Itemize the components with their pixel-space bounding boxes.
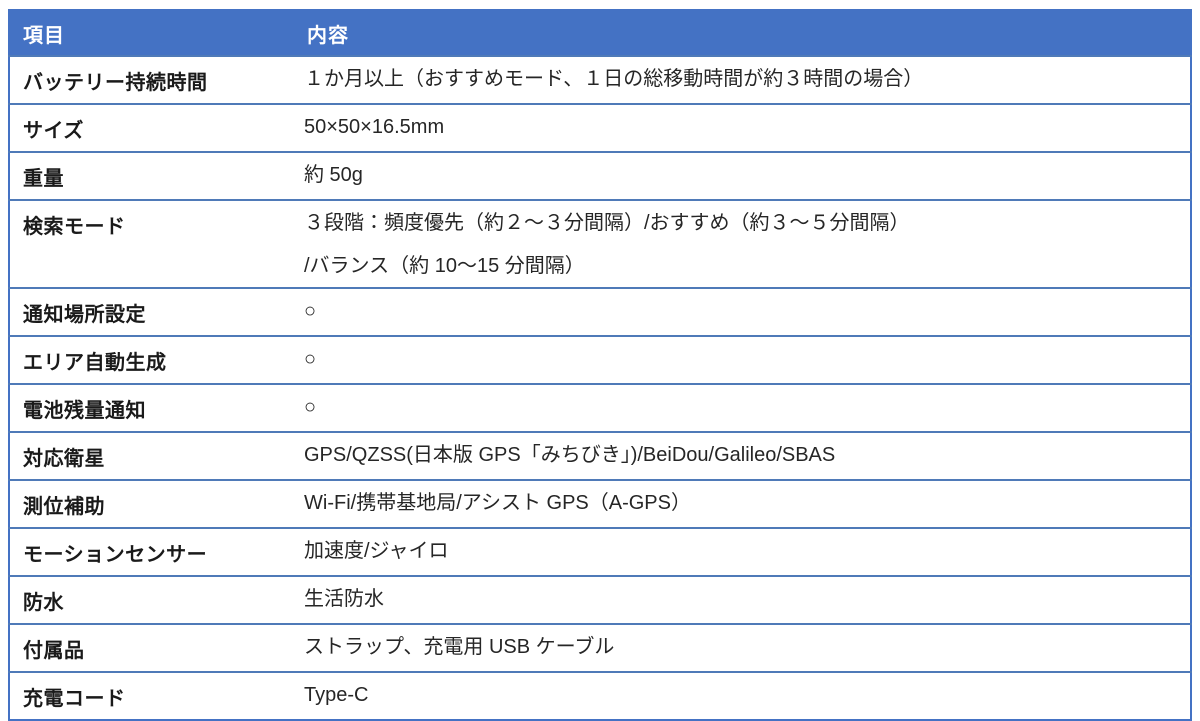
- column-header-item: 項目: [9, 10, 294, 56]
- item-cell: モーションセンサー: [9, 527, 294, 576]
- content-cell: ○: [294, 287, 1191, 336]
- content-cell: 約 50g: [294, 151, 1191, 200]
- content-line: /バランス（約 10～15 分間隔）: [304, 255, 585, 277]
- content-cell: 50×50×16.5mm: [294, 103, 1191, 152]
- content-cell: ３段階：頻度優先（約２～３分間隔）/おすすめ（約３～５分間隔） /バランス（約 1…: [294, 199, 1191, 288]
- content-line: 50×50×16.5mm: [304, 116, 445, 138]
- item-cell: 通知場所設定: [9, 287, 294, 336]
- content-line: 加速度/ジャイロ: [304, 540, 449, 562]
- table-row: 防水 生活防水: [9, 575, 1191, 624]
- column-header-content: 内容: [294, 10, 1191, 56]
- spec-table: 項目 内容 バッテリー持続時間 １か月以上（おすすめモード、１日の総移動時間が約３…: [8, 9, 1192, 721]
- content-line: ストラップ、充電用 USB ケーブル: [304, 636, 615, 658]
- content-line: １か月以上（おすすめモード、１日の総移動時間が約３時間の場合）: [304, 68, 924, 90]
- spec-table-header: 項目 内容: [9, 10, 1191, 56]
- table-row: バッテリー持続時間 １か月以上（おすすめモード、１日の総移動時間が約３時間の場合）: [9, 55, 1191, 104]
- table-row: サイズ 50×50×16.5mm: [9, 103, 1191, 152]
- content-line: ○: [304, 348, 317, 370]
- item-cell: 対応衛星: [9, 431, 294, 480]
- table-row: エリア自動生成 ○: [9, 335, 1191, 384]
- table-row: 充電コード Type-C: [9, 671, 1191, 720]
- content-cell: Type-C: [294, 671, 1191, 720]
- table-row: 通知場所設定 ○: [9, 287, 1191, 336]
- table-row: モーションセンサー 加速度/ジャイロ: [9, 527, 1191, 576]
- content-cell: 生活防水: [294, 575, 1191, 624]
- content-cell: GPS/QZSS(日本版 GPS「みちびき」)/BeiDou/Galileo/S…: [294, 431, 1191, 480]
- content-line: Wi-Fi/携帯基地局/アシスト GPS（A-GPS）: [304, 492, 691, 514]
- item-cell: 重量: [9, 151, 294, 200]
- content-line: Type-C: [304, 684, 369, 706]
- content-line: GPS/QZSS(日本版 GPS「みちびき」)/BeiDou/Galileo/S…: [304, 444, 836, 466]
- header-row: 項目 内容: [9, 10, 1191, 56]
- item-cell: 付属品: [9, 623, 294, 672]
- item-cell: 測位補助: [9, 479, 294, 528]
- content-line: ○: [304, 396, 317, 418]
- content-cell: ○: [294, 335, 1191, 384]
- content-line: 生活防水: [304, 588, 384, 610]
- table-row: 対応衛星 GPS/QZSS(日本版 GPS「みちびき」)/BeiDou/Galil…: [9, 431, 1191, 480]
- item-cell: 電池残量通知: [9, 383, 294, 432]
- content-cell: 加速度/ジャイロ: [294, 527, 1191, 576]
- table-row: 電池残量通知 ○: [9, 383, 1191, 432]
- item-cell: 防水: [9, 575, 294, 624]
- content-cell: ストラップ、充電用 USB ケーブル: [294, 623, 1191, 672]
- table-row: 付属品 ストラップ、充電用 USB ケーブル: [9, 623, 1191, 672]
- item-cell: エリア自動生成: [9, 335, 294, 384]
- content-cell: １か月以上（おすすめモード、１日の総移動時間が約３時間の場合）: [294, 55, 1191, 104]
- content-line: 約 50g: [304, 164, 363, 186]
- table-row: 測位補助 Wi-Fi/携帯基地局/アシスト GPS（A-GPS）: [9, 479, 1191, 528]
- content-line: ３段階：頻度優先（約２～３分間隔）/おすすめ（約３～５分間隔）: [304, 212, 910, 234]
- item-cell: 検索モード: [9, 199, 294, 288]
- content-line: ○: [304, 300, 317, 322]
- item-cell: サイズ: [9, 103, 294, 152]
- content-cell: Wi-Fi/携帯基地局/アシスト GPS（A-GPS）: [294, 479, 1191, 528]
- item-cell: バッテリー持続時間: [9, 55, 294, 104]
- item-cell: 充電コード: [9, 671, 294, 720]
- spec-table-body: バッテリー持続時間 １か月以上（おすすめモード、１日の総移動時間が約３時間の場合）…: [9, 55, 1191, 720]
- table-row: 重量約 50g: [9, 151, 1191, 200]
- table-row: 検索モード ３段階：頻度優先（約２～３分間隔）/おすすめ（約３～５分間隔） /バラン…: [9, 199, 1191, 288]
- content-cell: ○: [294, 383, 1191, 432]
